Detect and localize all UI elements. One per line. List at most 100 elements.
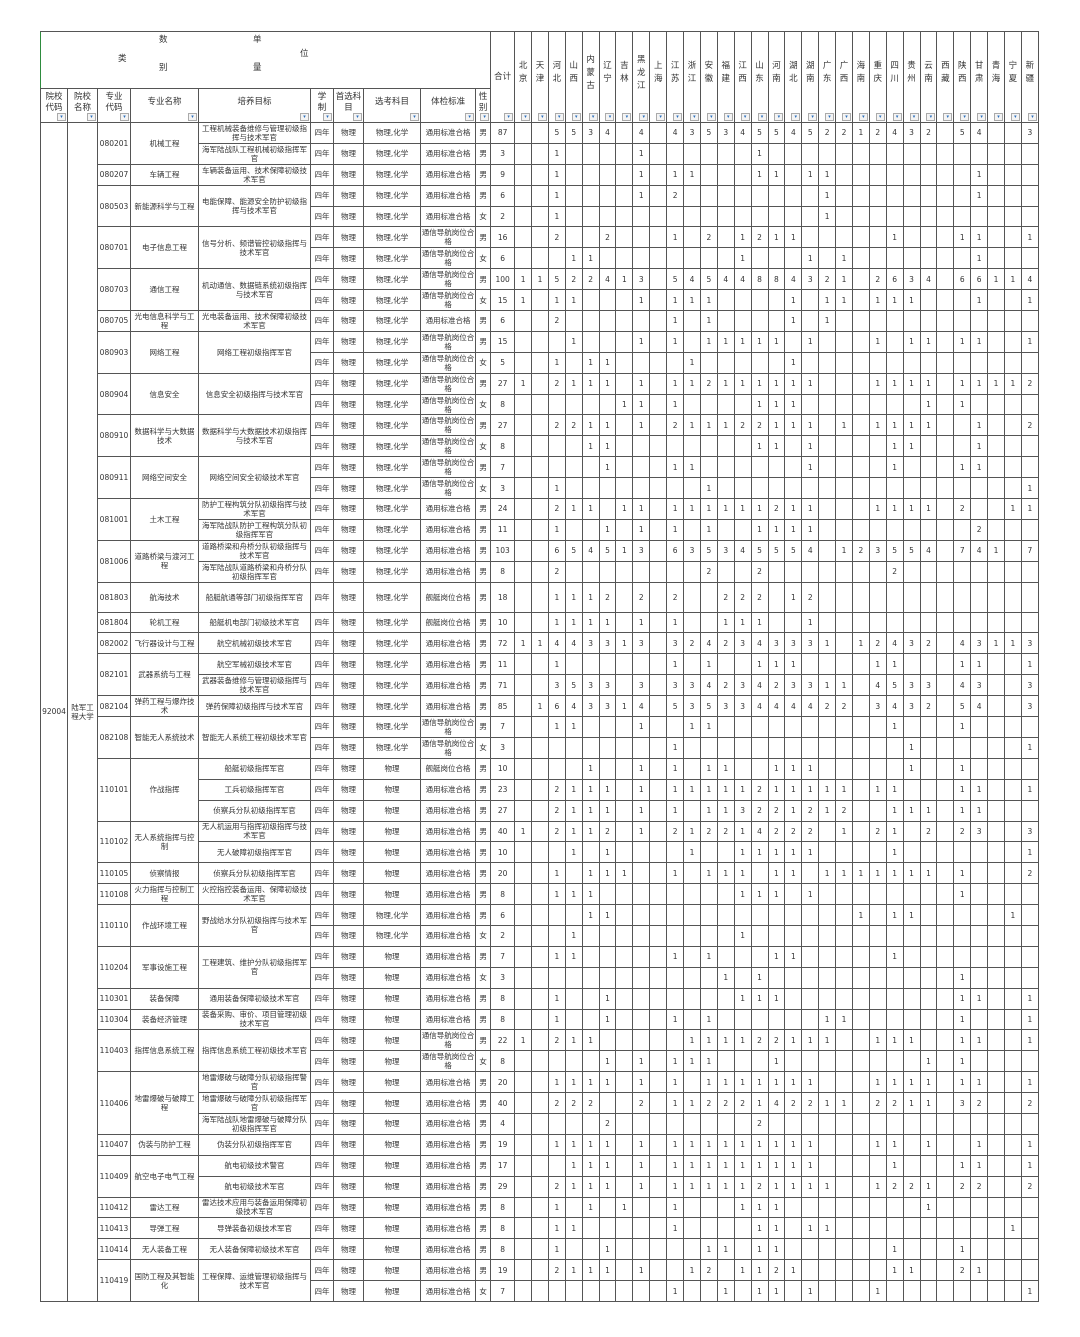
province-count <box>987 966 1005 989</box>
filter-dropdown-icon[interactable]: ▾ <box>323 113 333 121</box>
province-count <box>581 1112 600 1135</box>
filter-dropdown-icon[interactable]: ▾ <box>57 113 66 121</box>
province-count: 1 <box>666 330 685 353</box>
duration: 四年 <box>310 372 335 395</box>
filter-dropdown-icon[interactable]: ▾ <box>521 113 531 121</box>
table-row: 110301 装备保障 通用装备保障初级技术军官 四年 物理 物理 通用标准合格男 8 1 1 1 1… <box>41 987 1040 1010</box>
training-goal: 航电初级技术军官 <box>198 1175 312 1198</box>
filter-dropdown-icon[interactable]: ▾ <box>825 113 835 121</box>
province-count: 1 <box>750 1196 769 1219</box>
province-count: 1 <box>818 163 837 186</box>
province-label: 青海 <box>991 61 1001 84</box>
province-count <box>649 653 668 676</box>
province-count <box>1003 1259 1022 1282</box>
province-count <box>987 1071 1005 1094</box>
gender: 男 <box>475 632 492 655</box>
training-goal: 航空军械初级技术军官 <box>198 653 312 676</box>
province-count <box>902 205 921 228</box>
filter-dropdown-icon[interactable]: ▾ <box>977 113 987 121</box>
province-count <box>514 799 533 822</box>
filter-dropdown-icon[interactable]: ▾ <box>480 113 490 121</box>
filter-dropdown-icon[interactable]: ▾ <box>120 113 129 121</box>
filter-dropdown-icon[interactable]: ▾ <box>892 113 902 121</box>
province-count <box>902 1217 921 1240</box>
filter-dropdown-icon[interactable]: ▾ <box>537 113 547 121</box>
province-count: 1 <box>581 351 600 374</box>
filter-dropdown-icon[interactable]: ▾ <box>943 113 953 121</box>
table-row: 110204 军事设施工程 工程建筑、维护分队初级指挥军官 四年 物理 物理 通用标准合格男… <box>41 945 1040 989</box>
filter-dropdown-icon[interactable]: ▾ <box>188 113 198 121</box>
filter-dropdown-icon[interactable]: ▾ <box>656 113 666 121</box>
province-count: 3 <box>801 632 820 655</box>
filter-dropdown-icon[interactable]: ▾ <box>353 113 363 121</box>
province-count: 5 <box>767 539 786 562</box>
filter-dropdown-icon[interactable]: ▾ <box>774 113 784 121</box>
major-code: 080207 <box>97 163 131 186</box>
province-count: 1 <box>801 518 820 541</box>
filter-dropdown-icon[interactable]: ▾ <box>960 113 970 121</box>
province-count: 5 <box>784 539 803 562</box>
province-count <box>1020 966 1040 989</box>
province-count <box>547 393 566 416</box>
duration: 四年 <box>310 653 335 676</box>
major-name: 航空电子电气工程 <box>129 1154 200 1198</box>
training-goal: 无人装备保障初级技术军官 <box>198 1238 312 1261</box>
filter-dropdown-icon[interactable]: ▾ <box>858 113 868 121</box>
filter-dropdown-icon[interactable]: ▾ <box>465 113 475 121</box>
province-count: 2 <box>868 268 887 291</box>
filter-dropdown-icon[interactable]: ▾ <box>909 113 919 121</box>
province-count: 3 <box>902 695 921 718</box>
province-count: 1 <box>750 142 769 165</box>
duration: 四年 <box>310 799 335 822</box>
gender: 女 <box>475 477 492 500</box>
major-code: 080201 <box>97 122 131 165</box>
province-count <box>885 1112 904 1135</box>
filter-dropdown-icon[interactable]: ▾ <box>504 113 514 121</box>
province-count <box>615 736 634 759</box>
filter-dropdown-icon[interactable]: ▾ <box>1010 113 1020 121</box>
province-count <box>649 695 668 718</box>
major-code: 110304 <box>97 1008 131 1031</box>
province-count <box>902 883 921 906</box>
province-count: 2 <box>547 226 566 249</box>
province-count <box>1020 351 1040 374</box>
filter-dropdown-icon[interactable]: ▾ <box>300 113 310 121</box>
filter-dropdown-icon[interactable]: ▾ <box>841 113 851 121</box>
province-count: 5 <box>902 539 921 562</box>
province-count <box>615 674 634 697</box>
province-count: 1 <box>835 674 853 697</box>
filter-dropdown-icon[interactable]: ▾ <box>639 113 649 121</box>
filter-dropdown-icon[interactable]: ▾ <box>588 113 598 121</box>
filter-dropdown-icon[interactable]: ▾ <box>689 113 699 121</box>
province-count <box>801 1238 820 1261</box>
filter-dropdown-icon[interactable]: ▾ <box>808 113 818 121</box>
filter-dropdown-icon[interactable]: ▾ <box>605 113 615 121</box>
filter-dropdown-icon[interactable]: ▾ <box>622 113 632 121</box>
filter-dropdown-icon[interactable]: ▾ <box>571 113 581 121</box>
province-count <box>919 581 938 613</box>
filter-dropdown-icon[interactable]: ▾ <box>926 113 936 121</box>
filter-dropdown-icon[interactable]: ▾ <box>554 113 564 121</box>
filter-dropdown-icon[interactable]: ▾ <box>740 113 750 121</box>
province-count: 2 <box>564 414 583 437</box>
filter-dropdown-icon[interactable]: ▾ <box>791 113 801 121</box>
province-count <box>868 883 887 906</box>
filter-dropdown-icon[interactable]: ▾ <box>706 113 716 121</box>
province-count: 1 <box>733 862 752 885</box>
filter-dropdown-icon[interactable]: ▾ <box>87 113 96 121</box>
province-count <box>733 966 752 989</box>
province-count: 1 <box>564 778 583 801</box>
filter-dropdown-icon[interactable]: ▾ <box>993 113 1003 121</box>
filter-dropdown-icon[interactable]: ▾ <box>410 113 420 121</box>
filter-dropdown-icon[interactable]: ▾ <box>673 113 683 121</box>
province-count: 1 <box>801 435 820 458</box>
province-count: 1 <box>868 1071 887 1094</box>
filter-dropdown-icon[interactable]: ▾ <box>875 113 885 121</box>
filter-dropdown-icon[interactable]: ▾ <box>1028 113 1037 121</box>
filter-dropdown-icon[interactable]: ▾ <box>757 113 767 121</box>
filter-dropdown-icon[interactable]: ▾ <box>723 113 733 121</box>
province-count <box>851 1238 870 1261</box>
province-count: 1 <box>615 498 634 520</box>
province-count <box>632 1112 651 1135</box>
physical-standard: 通用标准合格 <box>420 632 477 655</box>
